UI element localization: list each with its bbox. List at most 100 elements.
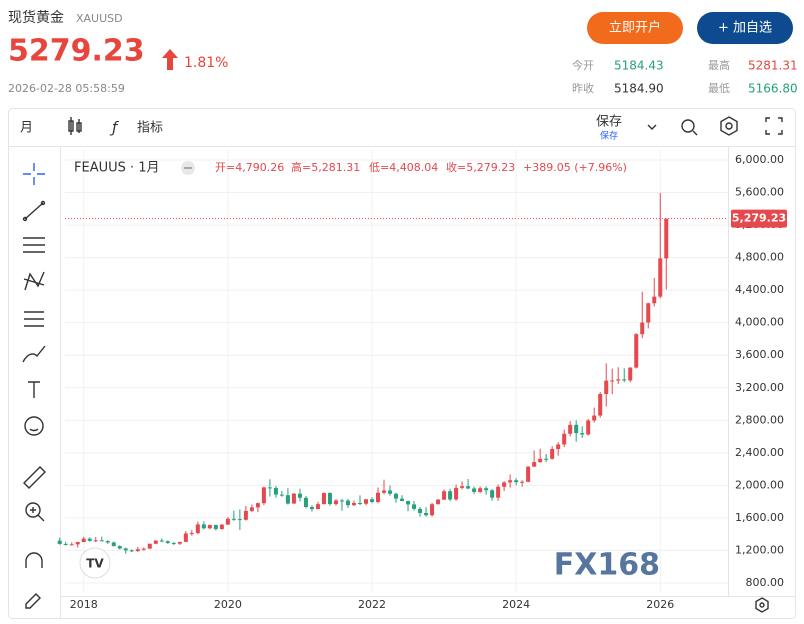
stat-value: 5184.43 [614, 59, 664, 73]
y-tick-label: 1,200.00 [735, 543, 784, 556]
y-tick-label: 4,800.00 [735, 251, 784, 264]
candle-body [580, 433, 585, 435]
candle-body [550, 449, 555, 459]
y-tick-label: 4,400.00 [735, 283, 784, 296]
save[interactable]: 保存 [596, 115, 622, 130]
candle-body [424, 513, 429, 516]
change: 1.81% [184, 55, 228, 71]
open-account-button[interactable] [587, 12, 683, 44]
candle-body [213, 524, 218, 530]
y-tick-label: 3,600.00 [735, 348, 784, 361]
candle-body [556, 444, 561, 450]
candle-body [105, 541, 110, 543]
candle-body [243, 510, 248, 520]
candle-body [640, 322, 645, 335]
candle-body [153, 540, 158, 544]
tv-logo-text: TV [86, 557, 104, 571]
candle-body [400, 498, 405, 502]
candle-body [129, 550, 134, 552]
timestamp: 2026-02-28 05:58:59 [8, 82, 125, 95]
candle-body [69, 544, 74, 546]
open-account-label[interactable]: 立即开户 [609, 20, 661, 36]
candle-body [448, 491, 453, 500]
up-arrow [162, 49, 178, 70]
dropdown-icon[interactable] [647, 124, 657, 130]
toolbar-icons[interactable] [681, 116, 783, 136]
candle-body [315, 504, 320, 510]
watermark: FX168 [554, 548, 660, 583]
candle-body [658, 258, 663, 297]
y-tick-label: 2,400.00 [735, 446, 784, 459]
ohlc-value: 开=4,790.26 [215, 161, 284, 174]
save-sub[interactable]: 保存 [600, 130, 618, 142]
stat-label: 今开 [572, 58, 594, 72]
candle-body [592, 415, 597, 421]
candle-body [357, 503, 362, 505]
candle-body [646, 303, 651, 323]
candle-body [436, 499, 441, 505]
indicators[interactable]: 指标 [137, 121, 163, 136]
candle-body [225, 518, 230, 525]
candle-body [303, 497, 308, 507]
y-tick-label: 6,000.00 [735, 153, 784, 166]
drawing-tools[interactable] [22, 163, 46, 609]
candle-body [394, 493, 399, 499]
candle-body [249, 507, 254, 511]
ohlc-value: +389.05 (+7.96%) [523, 161, 627, 174]
candle-body [508, 480, 513, 483]
candle-body [57, 540, 62, 544]
axis-settings[interactable] [755, 597, 769, 613]
stat-value: 5184.90 [614, 82, 664, 96]
y-tick-label: 3,200.00 [735, 381, 784, 394]
candle-body [520, 481, 525, 483]
symbol: XAUUSD [76, 12, 123, 25]
interval[interactable]: 月 [20, 121, 33, 136]
legend-title: FEAUUS · 1月 [74, 161, 160, 176]
fx-icon[interactable]: ƒ [109, 119, 119, 137]
stat-value: 5281.31 [748, 59, 798, 73]
candle-body [454, 487, 459, 500]
watchlist-button[interactable] [697, 12, 793, 44]
candle-body [195, 524, 200, 534]
candle-body [616, 379, 621, 381]
ohlc-value: 收=5,279.23 [446, 160, 515, 174]
candle-body [99, 540, 104, 542]
x-tick-label: 2024 [502, 598, 530, 611]
y-tick-label: 2,800.00 [735, 413, 784, 426]
x-tick-label: 2020 [214, 598, 242, 611]
candle-body [297, 493, 302, 498]
candle-body [63, 543, 68, 545]
candle-body [532, 462, 537, 467]
stat-label: 最高 [708, 58, 730, 72]
candle-body [496, 486, 501, 498]
candle-body [514, 480, 519, 483]
candle-body [111, 542, 116, 547]
price: 5279.23 [8, 34, 145, 69]
x-tick-label: 2022 [358, 598, 386, 611]
title: 现货黄金 [8, 9, 64, 26]
candle-body [81, 538, 86, 543]
watchlist-label[interactable]: + 加自选 [718, 21, 772, 36]
candle-body [171, 542, 176, 544]
candle-body [388, 490, 393, 494]
candle-body [369, 499, 374, 502]
ohlc-value: 高=5,281.31 [291, 160, 360, 174]
candle-body [382, 490, 387, 493]
chart-frame [8, 108, 796, 619]
candle-type-icon[interactable] [68, 117, 82, 135]
candle-body [363, 499, 368, 504]
candle-body [321, 493, 326, 505]
candle-body [201, 524, 206, 529]
candle-body [466, 486, 471, 489]
candle-body [327, 493, 332, 505]
candle-body [351, 503, 356, 506]
candle-body [285, 495, 290, 504]
candle-body [291, 493, 296, 504]
candle-body [309, 507, 314, 510]
candle-body [406, 501, 411, 505]
candle-body [189, 533, 194, 535]
candle-body [339, 500, 344, 502]
candle-body [544, 458, 549, 460]
candle-body [562, 433, 567, 445]
